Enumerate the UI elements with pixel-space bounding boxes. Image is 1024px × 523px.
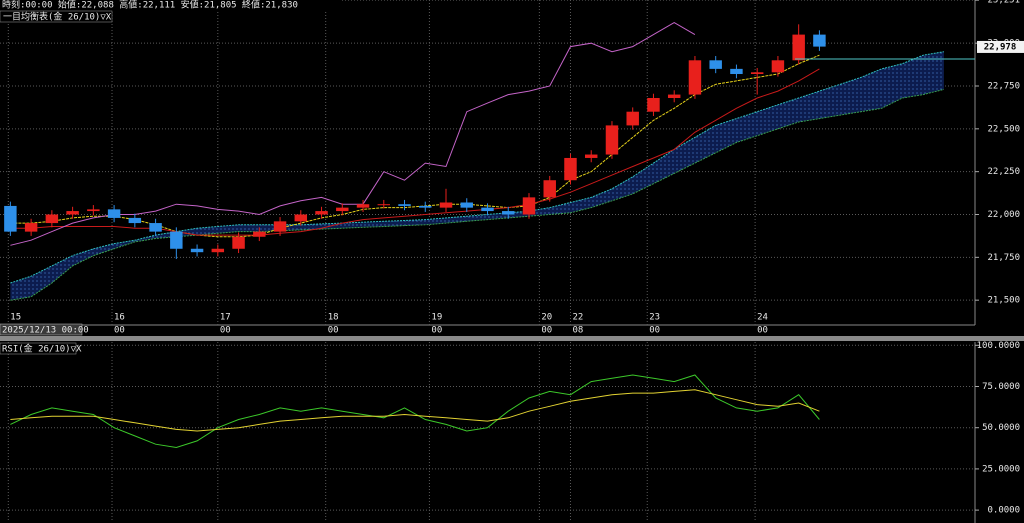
candle-body (667, 94, 681, 98)
candle-body (481, 207, 494, 212)
legend-label[interactable]: 一目均衡表(金 26/10)▽X (3, 11, 112, 23)
candle-body (605, 125, 619, 155)
x-tick-sublabel: 00 (114, 326, 125, 336)
x-tick-label: 23 (649, 313, 660, 323)
candle-body (190, 248, 204, 253)
candle-body (45, 214, 59, 224)
candle-body (792, 34, 805, 61)
candle-body (273, 221, 287, 232)
legend-box[interactable] (0, 342, 77, 355)
indicator-line (10, 54, 820, 238)
candle-body (4, 205, 17, 232)
cursor-time: 2025/12/13 00:00 (2, 326, 89, 336)
x-tick-sublabel: 00 (541, 326, 552, 336)
x-tick-sublabel: 00 (757, 326, 768, 336)
candle-body (688, 60, 702, 95)
candle-body (543, 180, 556, 198)
y-tick-label: 22,250 (987, 167, 1020, 177)
cloud-span-b (10, 88, 945, 301)
candle-body (107, 209, 121, 218)
candle-body (66, 211, 79, 215)
candle-body (771, 60, 785, 73)
candle-body (315, 211, 328, 215)
candle-body (730, 68, 743, 75)
y-tick-label: 22,750 (987, 82, 1020, 92)
rsi-line (10, 389, 820, 432)
y-tick-label: 23,251 (987, 0, 1020, 6)
candle-body (439, 202, 453, 208)
candle-body (24, 223, 38, 232)
x-tick-sublabel: 00 (431, 326, 442, 336)
cursor-time-box (0, 323, 83, 336)
y-tick-label: 50.0000 (982, 423, 1020, 433)
candle-body (87, 209, 100, 212)
x-tick-label: 15 (10, 313, 21, 323)
candle-body (128, 217, 142, 224)
candle-body (294, 214, 308, 222)
x-tick-label: 20 (541, 313, 552, 323)
indicator-line (10, 68, 820, 236)
header-bg (0, 0, 340, 10)
price-panel: 21,50021,75022,00022,25022,50022,75023,0… (0, 0, 1024, 336)
x-tick-sublabel: 00 (220, 326, 231, 336)
x-tick-sublabel: 08 (572, 326, 583, 336)
y-tick-label: 22,000 (987, 210, 1020, 220)
x-tick-label: 18 (328, 313, 339, 323)
legend-box[interactable] (0, 10, 113, 23)
rsi-line (10, 374, 820, 449)
y-tick-label: 25.0000 (982, 464, 1020, 474)
candle-body (502, 211, 515, 215)
candle-body (211, 248, 225, 253)
x-tick-label: 22 (572, 313, 583, 323)
x-tick-sublabel: 00 (328, 326, 339, 336)
candle-body (232, 236, 245, 249)
y-tick-label: 75.0000 (982, 382, 1020, 392)
candle-body (564, 157, 577, 181)
x-tick-sublabel: 00 (649, 326, 660, 336)
candle-body (709, 60, 722, 69)
indicator-line (10, 22, 696, 246)
candle-body (626, 111, 639, 126)
candle-body (750, 72, 764, 75)
candle-body (253, 231, 266, 237)
candle-body (813, 34, 826, 47)
x-tick-label: 19 (431, 313, 442, 323)
candle-body (585, 154, 598, 158)
last-price-box (977, 40, 1024, 53)
x-tick-label: 24 (757, 313, 768, 323)
y-tick-label: 0.0000 (987, 506, 1020, 516)
overlay-labels: 時刻:00:00 始値:22,088 高値:22,111 安値:21,805 終… (0, 0, 340, 355)
candle-body (170, 231, 183, 249)
candle-body (398, 204, 411, 206)
candle-body (356, 204, 370, 208)
x-tick-label: 17 (220, 313, 231, 323)
candle-body (419, 205, 432, 208)
header-info: 時刻:00:00 始値:22,088 高値:22,111 安値:21,805 終… (2, 0, 298, 11)
candle-body (647, 97, 660, 112)
y-tick-label: 100.0000 (977, 341, 1020, 351)
candle-body (336, 207, 349, 212)
panel-separator (0, 336, 1024, 341)
candle-body (460, 202, 473, 208)
x-tick-label: 16 (114, 313, 125, 323)
candle-body (149, 223, 162, 232)
legend-label[interactable]: RSI(金 26/10)▽X (2, 343, 82, 355)
candle-body (522, 197, 536, 215)
y-tick-label: 22,500 (987, 124, 1020, 134)
y-tick-label: 21,500 (987, 296, 1020, 306)
rsi-panel: 0.0000 25.0000 50.0000 75.0000 100.0000 (0, 341, 1020, 520)
candle-body (377, 204, 390, 206)
last-price-label: 22,978 (984, 42, 1017, 52)
y-tick-label: 21,750 (987, 253, 1020, 263)
